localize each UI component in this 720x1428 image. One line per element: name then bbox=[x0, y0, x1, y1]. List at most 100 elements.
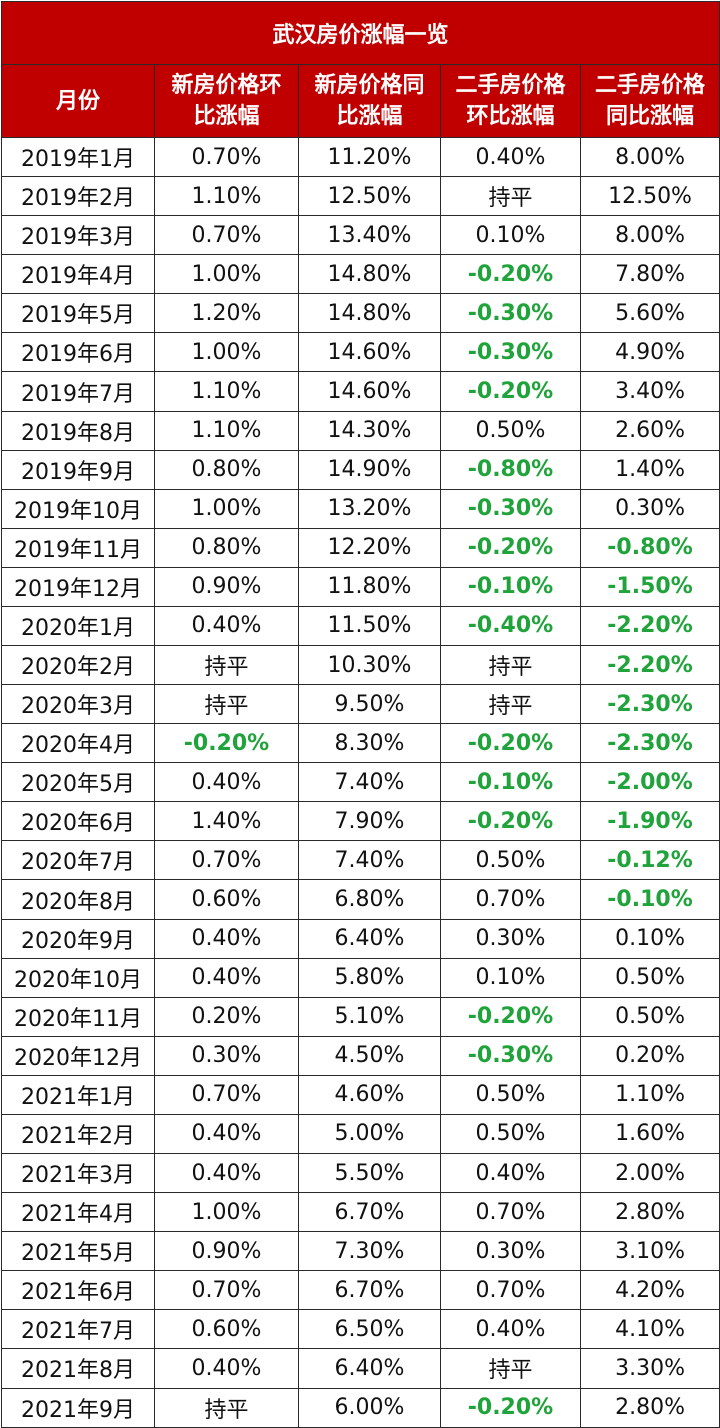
cell-resale-mom: -0.20% bbox=[440, 1387, 581, 1428]
cell-month: 2019年3月 bbox=[1, 215, 155, 256]
header-line: 新房价格环 bbox=[171, 73, 282, 98]
table-row: 2021年1月 0.70% 4.60% 0.50% 1.10% bbox=[1, 1074, 720, 1115]
cell-resale-yoy: 7.80% bbox=[579, 254, 720, 295]
table-title: 武汉房价涨幅一览 bbox=[0, 1, 720, 65]
cell-new-yoy: 12.20% bbox=[298, 527, 441, 568]
cell-month: 2019年10月 bbox=[1, 488, 155, 529]
cell-new-yoy: 5.50% bbox=[298, 1153, 441, 1194]
table-row: 2021年6月 0.70% 6.70% 0.70% 4.20% bbox=[1, 1270, 720, 1311]
cell-month: 2020年5月 bbox=[1, 762, 155, 803]
cell-new-mom: 0.70% bbox=[154, 215, 299, 256]
cell-new-mom: 1.10% bbox=[154, 410, 299, 451]
table-row: 2021年7月 0.60% 6.50% 0.40% 4.10% bbox=[1, 1309, 720, 1350]
cell-month: 2019年4月 bbox=[1, 254, 155, 295]
cell-resale-yoy: 3.30% bbox=[579, 1348, 720, 1389]
cell-resale-yoy: -0.12% bbox=[579, 840, 720, 881]
table-row: 2019年3月 0.70% 13.40% 0.10% 8.00% bbox=[1, 215, 720, 256]
cell-month: 2021年4月 bbox=[1, 1192, 155, 1233]
cell-new-yoy: 8.30% bbox=[298, 723, 441, 764]
header-line: 新房价格同 bbox=[314, 73, 425, 98]
header-row: 月份 新房价格环 比涨幅 新房价格同 比涨幅 二手房价格 环比涨幅 二手房价格 同比涨幅 bbox=[1, 64, 720, 138]
table-row: 2019年9月 0.80% 14.90% -0.80% 1.40% bbox=[1, 449, 720, 490]
cell-resale-yoy: 5.60% bbox=[579, 293, 720, 334]
table-row: 2019年12月 0.90% 11.80% -0.10% -1.50% bbox=[1, 566, 720, 607]
cell-resale-yoy: -0.10% bbox=[579, 879, 720, 920]
cell-resale-mom: -0.30% bbox=[440, 1035, 581, 1076]
table-row: 2019年7月 1.10% 14.60% -0.20% 3.40% bbox=[1, 371, 720, 412]
cell-new-mom: 0.40% bbox=[154, 957, 299, 998]
cell-month: 2020年4月 bbox=[1, 723, 155, 764]
cell-new-yoy: 13.40% bbox=[298, 215, 441, 256]
table-row: 2019年2月 1.10% 12.50% 持平 12.50% bbox=[1, 176, 720, 217]
header-line: 同比涨幅 bbox=[606, 104, 695, 129]
cell-month: 2020年12月 bbox=[1, 1035, 155, 1076]
cell-resale-mom: -0.20% bbox=[440, 801, 581, 842]
cell-month: 2019年9月 bbox=[1, 449, 155, 490]
cell-new-yoy: 6.70% bbox=[298, 1270, 441, 1311]
cell-resale-mom: -0.20% bbox=[440, 527, 581, 568]
cell-resale-mom: -0.20% bbox=[440, 371, 581, 412]
cell-month: 2019年2月 bbox=[1, 176, 155, 217]
header-line: 二手房价格 bbox=[455, 73, 566, 98]
title-row: 武汉房价涨幅一览 bbox=[0, 1, 720, 65]
cell-new-mom: 0.80% bbox=[154, 449, 299, 490]
cell-new-yoy: 9.50% bbox=[298, 684, 441, 725]
cell-month: 2020年8月 bbox=[1, 879, 155, 920]
cell-new-yoy: 11.80% bbox=[298, 566, 441, 607]
cell-new-yoy: 6.00% bbox=[298, 1387, 441, 1428]
cell-new-yoy: 14.60% bbox=[298, 371, 441, 412]
table-row: 2020年2月 持平 10.30% 持平 -2.20% bbox=[1, 645, 720, 686]
cell-new-yoy: 14.90% bbox=[298, 449, 441, 490]
table-row: 2019年5月 1.20% 14.80% -0.30% 5.60% bbox=[1, 293, 720, 334]
cell-resale-yoy: 0.50% bbox=[579, 996, 720, 1037]
cell-new-mom: 0.70% bbox=[154, 1074, 299, 1115]
cell-resale-yoy: 1.10% bbox=[579, 1074, 720, 1115]
table-row: 2020年9月 0.40% 6.40% 0.30% 0.10% bbox=[1, 918, 720, 959]
cell-resale-yoy: -2.20% bbox=[579, 605, 720, 647]
table-row: 2020年3月 持平 9.50% 持平 -2.30% bbox=[1, 684, 720, 725]
cell-new-mom: 1.00% bbox=[154, 254, 299, 295]
table-row: 2020年4月 -0.20% 8.30% -0.20% -2.30% bbox=[1, 723, 720, 764]
cell-month: 2019年8月 bbox=[1, 410, 155, 451]
cell-new-mom: 0.40% bbox=[154, 1113, 299, 1155]
cell-new-mom: 持平 bbox=[154, 684, 299, 725]
cell-new-mom: 0.40% bbox=[154, 1348, 299, 1389]
cell-new-yoy: 7.30% bbox=[298, 1231, 441, 1272]
cell-new-mom: 1.00% bbox=[154, 488, 299, 529]
cell-resale-yoy: -2.30% bbox=[579, 723, 720, 764]
cell-month: 2019年1月 bbox=[1, 136, 155, 178]
cell-resale-mom: 0.10% bbox=[440, 957, 581, 998]
table-row: 2019年8月 1.10% 14.30% 0.50% 2.60% bbox=[1, 410, 720, 451]
cell-resale-mom: 0.40% bbox=[440, 1153, 581, 1194]
cell-new-mom: 0.40% bbox=[154, 1153, 299, 1194]
header-line: 二手房价格 bbox=[595, 73, 706, 98]
cell-month: 2021年3月 bbox=[1, 1153, 155, 1194]
cell-new-mom: 1.10% bbox=[154, 176, 299, 217]
cell-resale-yoy: -2.30% bbox=[579, 684, 720, 725]
cell-resale-yoy: 2.80% bbox=[579, 1192, 720, 1233]
cell-month: 2020年11月 bbox=[1, 996, 155, 1037]
cell-resale-mom: -0.40% bbox=[440, 605, 581, 647]
table-row: 2019年10月 1.00% 13.20% -0.30% 0.30% bbox=[1, 488, 720, 529]
cell-new-mom: 0.70% bbox=[154, 840, 299, 881]
cell-resale-mom: 0.70% bbox=[440, 1270, 581, 1311]
cell-new-yoy: 13.20% bbox=[298, 488, 441, 529]
cell-new-yoy: 6.50% bbox=[298, 1309, 441, 1350]
cell-new-yoy: 6.40% bbox=[298, 1348, 441, 1389]
cell-resale-mom: 0.70% bbox=[440, 1192, 581, 1233]
cell-new-yoy: 10.30% bbox=[298, 645, 441, 686]
cell-resale-mom: -0.30% bbox=[440, 488, 581, 529]
header-new-yoy: 新房价格同 比涨幅 bbox=[298, 64, 441, 138]
table-row: 2019年6月 1.00% 14.60% -0.30% 4.90% bbox=[1, 332, 720, 373]
cell-resale-yoy: 2.80% bbox=[579, 1387, 720, 1428]
cell-month: 2020年7月 bbox=[1, 840, 155, 881]
cell-new-mom: 1.40% bbox=[154, 801, 299, 842]
cell-resale-mom: -0.20% bbox=[440, 996, 581, 1037]
cell-resale-yoy: -2.20% bbox=[579, 645, 720, 686]
cell-month: 2020年1月 bbox=[1, 605, 155, 647]
cell-resale-yoy: 0.30% bbox=[579, 488, 720, 529]
table-row: 2021年4月 1.00% 6.70% 0.70% 2.80% bbox=[1, 1192, 720, 1233]
cell-new-mom: 0.60% bbox=[154, 879, 299, 920]
